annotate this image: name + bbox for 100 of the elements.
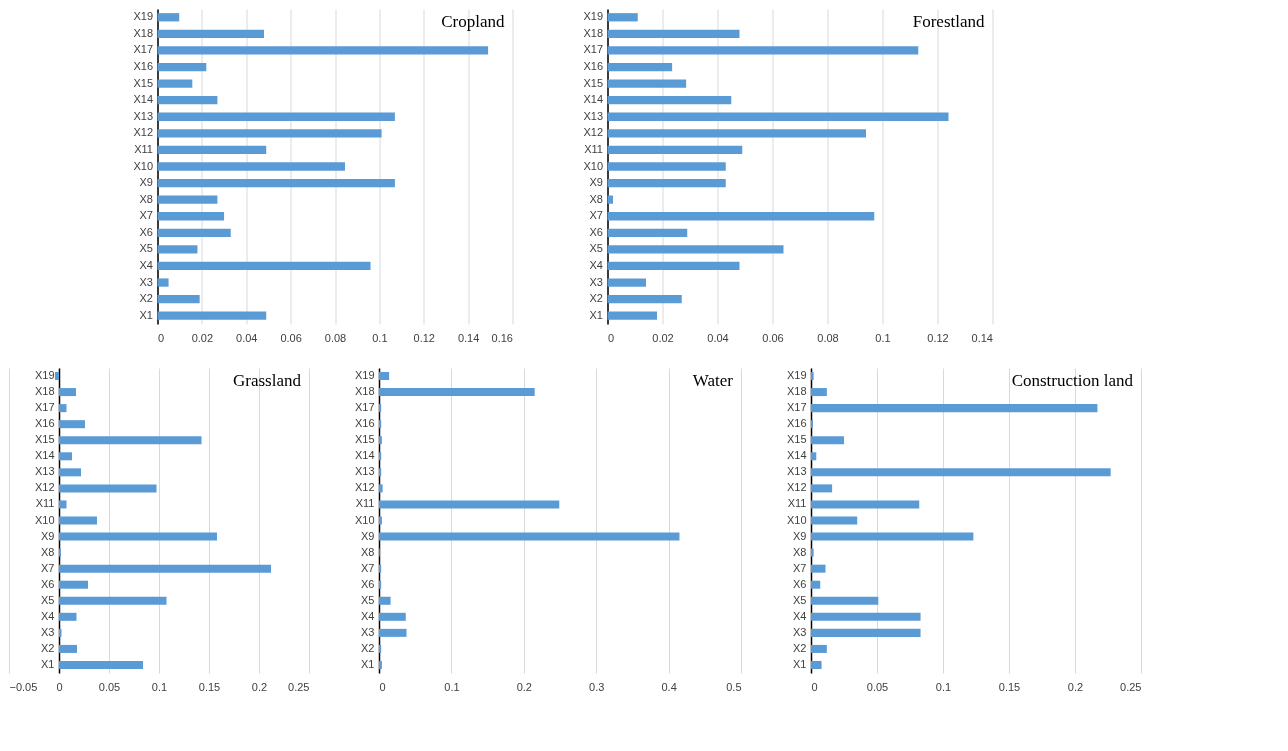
y-tick-label: X18 (34, 385, 55, 398)
x-tick-label: 0.14 (457, 331, 480, 344)
bar (811, 500, 920, 509)
y-tick-label: X6 (41, 577, 55, 590)
bar (811, 404, 1098, 413)
bar (811, 452, 817, 461)
chart-title: Cropland (441, 12, 505, 31)
y-tick-label: X3 (361, 625, 375, 638)
bar (811, 484, 833, 493)
y-tick-label: X1 (793, 657, 807, 670)
y-tick-label: X4 (793, 609, 807, 622)
y-tick-label: X18 (354, 385, 375, 398)
y-tick-label: X17 (133, 43, 153, 56)
y-tick-label: X3 (41, 625, 55, 638)
x-tick-label: 0.05 (98, 680, 121, 693)
bar (157, 245, 198, 254)
y-tick-label: X15 (133, 76, 153, 89)
y-tick-label: X16 (583, 60, 603, 73)
bar (157, 162, 345, 171)
bar (157, 311, 267, 320)
x-tick-label: 0.02 (191, 331, 214, 344)
y-tick-label: X14 (133, 93, 153, 106)
y-tick-label: X11 (134, 142, 153, 155)
y-tick-label: X10 (583, 159, 603, 172)
bar (811, 628, 921, 637)
chart-title: Construction land (1011, 371, 1134, 390)
y-tick-label: X17 (34, 401, 55, 414)
x-tick-label: 0.16 (491, 331, 513, 344)
y-tick-label: X9 (793, 529, 807, 542)
bar (811, 596, 879, 605)
y-tick-label: X1 (139, 308, 153, 321)
x-tick-label: 0.15 (198, 680, 221, 693)
y-tick-label: X19 (354, 369, 375, 382)
bar (379, 660, 382, 669)
y-tick-label: X19 (133, 10, 153, 23)
bar (811, 644, 827, 653)
y-tick-label: X5 (41, 593, 55, 606)
chart-title: Forestland (912, 12, 985, 31)
y-tick-label: X13 (583, 109, 603, 122)
x-tick-label: −0.05 (9, 680, 38, 693)
y-tick-label: X18 (786, 385, 807, 398)
y-tick-label: X8 (41, 545, 55, 558)
y-tick-label: X1 (589, 308, 603, 321)
x-tick-label: 0.1 (875, 331, 891, 344)
y-tick-label: X2 (793, 641, 807, 654)
y-tick-label: X4 (589, 258, 603, 271)
y-tick-label: X11 (584, 142, 603, 155)
y-tick-label: X3 (139, 275, 153, 288)
x-tick-label: 0 (608, 331, 615, 344)
y-tick-label: X12 (583, 126, 603, 139)
bar (379, 644, 382, 653)
y-tick-label: X2 (41, 641, 55, 654)
y-tick-label: X8 (361, 545, 375, 558)
bar (811, 372, 814, 381)
bar (157, 79, 193, 88)
bar (379, 420, 382, 429)
bar (379, 388, 535, 397)
y-tick-label: X7 (589, 209, 603, 222)
y-tick-label: X11 (35, 497, 55, 510)
bar (157, 46, 489, 55)
x-tick-label: 0.1 (151, 680, 168, 693)
x-tick-label: 0 (158, 331, 165, 344)
y-tick-label: X16 (354, 417, 375, 430)
x-tick-label: 0.06 (762, 331, 784, 344)
bar (379, 516, 382, 525)
bar (157, 96, 218, 105)
x-tick-label: 0.12 (927, 331, 949, 344)
y-tick-label: X4 (41, 609, 55, 622)
y-tick-label: X9 (589, 176, 603, 189)
bar (811, 532, 974, 541)
y-tick-label: X19 (34, 369, 55, 382)
y-tick-label: X14 (583, 93, 603, 106)
x-tick-label: 0.2 (1067, 680, 1084, 693)
bar (157, 294, 200, 304)
y-tick-label: X8 (793, 545, 807, 558)
x-tick-label: 0.1 (372, 331, 388, 344)
y-tick-label: X5 (139, 242, 153, 255)
y-tick-label: X15 (583, 76, 603, 89)
y-tick-label: X16 (133, 60, 153, 73)
y-tick-label: X7 (41, 561, 55, 574)
y-tick-label: X1 (41, 657, 55, 670)
y-tick-label: X2 (361, 641, 375, 654)
bar (379, 612, 406, 621)
bar (811, 660, 822, 669)
bar (379, 564, 382, 573)
y-tick-label: X7 (139, 209, 153, 222)
y-tick-label: X17 (786, 401, 807, 414)
bar (811, 436, 844, 445)
y-tick-label: X15 (34, 433, 55, 446)
bar (811, 580, 821, 589)
bar (157, 29, 264, 39)
y-tick-label: X13 (354, 465, 375, 478)
y-tick-label: X16 (786, 417, 807, 430)
y-tick-label: X8 (139, 192, 153, 205)
y-tick-label: X11 (355, 497, 375, 510)
y-tick-label: X2 (589, 292, 603, 305)
bar (157, 278, 169, 287)
bar (157, 228, 231, 237)
bar (379, 468, 382, 477)
x-tick-label: 0.06 (280, 331, 302, 344)
